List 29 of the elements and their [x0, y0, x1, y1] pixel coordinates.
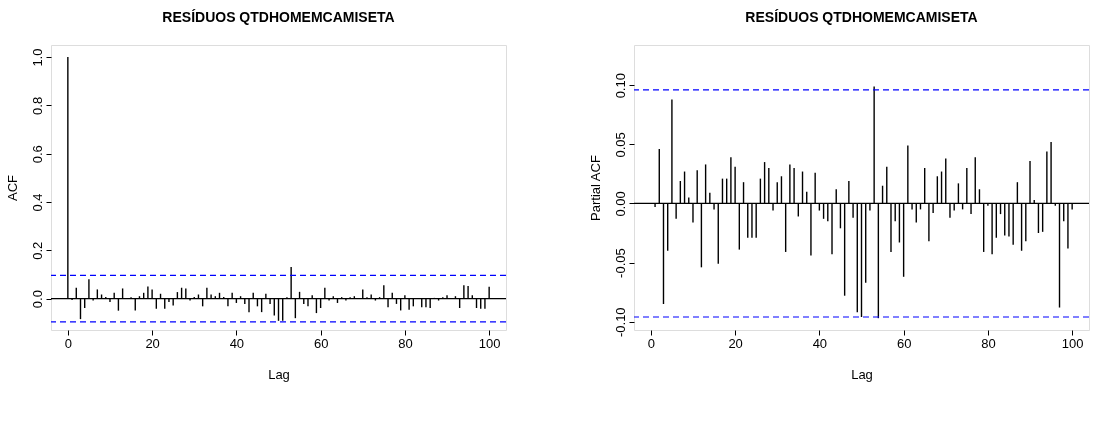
y-axis-title: ACF	[4, 174, 20, 201]
y-tick-label: 0.8	[29, 96, 45, 115]
x-tick-label: 80	[398, 335, 413, 351]
x-axis-title: Lag	[851, 366, 873, 382]
y-tick-label: 0.6	[29, 145, 45, 164]
chart-title: RESÍDUOS QTDHOMEMCAMISETA	[745, 9, 978, 25]
x-tick-label: 20	[728, 335, 743, 351]
x-tick-label: 100	[478, 335, 501, 351]
x-tick-label: 80	[981, 335, 996, 351]
y-tick-label: -0.10	[612, 307, 628, 338]
x-axis-title: Lag	[268, 366, 290, 382]
x-tick-label: 40	[229, 335, 245, 351]
x-tick-label: 60	[313, 335, 329, 351]
x-tick-label: 20	[145, 335, 160, 351]
x-tick-label: 100	[1061, 335, 1084, 351]
x-tick-label: 60	[896, 335, 912, 351]
y-tick-label: 0.0	[29, 290, 45, 309]
y-tick-label: -0.05	[612, 248, 628, 278]
x-tick-label: 0	[64, 335, 72, 351]
y-tick-label: 0.2	[29, 241, 45, 260]
y-tick-label: 0.10	[612, 73, 628, 99]
y-tick-label: 0.00	[612, 191, 628, 217]
x-tick-label: 0	[647, 335, 655, 351]
y-axis-title: Partial ACF	[587, 155, 603, 221]
y-tick-label: 0.05	[612, 132, 628, 158]
chart-title: RESÍDUOS QTDHOMEMCAMISETA	[162, 9, 395, 25]
y-tick-label: 1.0	[29, 48, 45, 67]
y-tick-label: 0.4	[29, 193, 45, 212]
x-tick-label: 40	[812, 335, 828, 351]
